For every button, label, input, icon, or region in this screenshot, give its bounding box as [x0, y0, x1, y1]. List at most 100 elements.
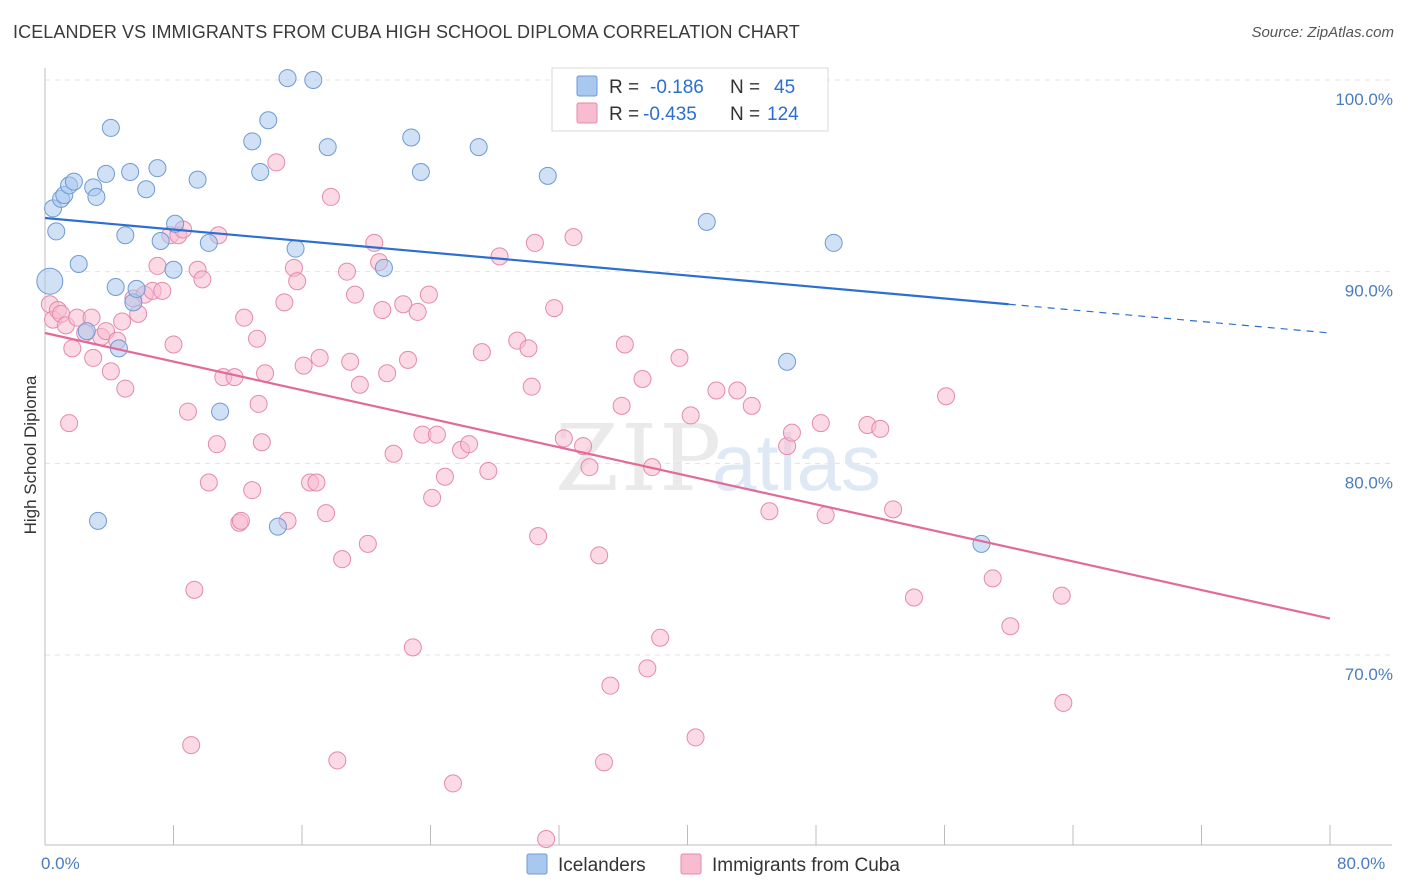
point-icelanders [286, 239, 305, 258]
point-cuba [113, 312, 132, 331]
point-cuba [358, 534, 377, 553]
point-cuba [443, 774, 462, 793]
watermark-zip: ZIP [555, 405, 723, 512]
point-cuba [310, 348, 329, 367]
y-tick-labels: 100.0% 90.0% 80.0% 70.0% [1335, 90, 1393, 684]
legend-n-label-icelanders: N = [730, 77, 760, 98]
stats-legend: R = -0.186 N = 45 R = -0.435 N = 124 [551, 67, 829, 132]
point-cuba [101, 362, 120, 381]
point-cuba [346, 285, 365, 304]
point-cuba [63, 339, 82, 358]
point-cuba [394, 295, 413, 314]
point-cuba [60, 414, 79, 433]
point-cuba [185, 580, 204, 599]
point-cuba [529, 527, 548, 546]
point-icelanders [151, 232, 170, 250]
point-cuba [522, 377, 541, 396]
point-cuba [811, 414, 830, 433]
point-cuba [545, 299, 564, 318]
point-icelanders [127, 279, 146, 298]
point-cuba [937, 387, 956, 406]
point-icelanders [199, 233, 218, 252]
point-icelanders [268, 517, 287, 536]
point-icelanders [89, 511, 108, 530]
point-icelanders [148, 159, 167, 178]
point-icelanders [121, 163, 140, 181]
point-cuba [252, 433, 271, 452]
point-icelanders [538, 166, 557, 185]
point-icelanders [402, 128, 421, 147]
point-cuba [419, 285, 438, 304]
series-legend: Icelanders Immigrants from Cuba [526, 853, 900, 876]
point-cuba [590, 546, 609, 565]
point-cuba [193, 270, 212, 289]
point-cuba [651, 628, 670, 647]
point-cuba [337, 262, 356, 281]
x-tick-label-max: 80.0% [1337, 854, 1385, 873]
point-cuba [249, 394, 268, 413]
point-cuba [182, 736, 201, 755]
bottom-legend-swatch-cuba [680, 853, 702, 875]
point-icelanders [972, 534, 991, 553]
point-icelanders [259, 111, 278, 130]
point-cuba [615, 335, 634, 354]
point-icelanders [106, 278, 125, 296]
point-icelanders [469, 138, 488, 157]
point-cuba [983, 569, 1002, 588]
point-cuba [275, 293, 294, 312]
point-icelanders [251, 163, 270, 181]
point-cuba [686, 728, 705, 747]
watermark: ZIP atlas [555, 405, 881, 512]
point-icelanders [47, 222, 66, 241]
point-cuba [472, 343, 491, 362]
point-icelanders [697, 212, 716, 231]
point-cuba [554, 429, 573, 448]
point-icelanders [116, 226, 135, 245]
point-cuba [638, 659, 657, 678]
point-cuba [267, 153, 286, 172]
point-cuba [373, 301, 392, 319]
legend-n-label-cuba: N = [730, 104, 760, 125]
point-cuba [871, 419, 890, 438]
y-tick-label: 70.0% [1345, 665, 1393, 684]
point-cuba [1054, 693, 1073, 712]
x-tick-label-min: 0.0% [41, 854, 80, 873]
point-cuba [153, 281, 172, 300]
point-cuba [248, 329, 267, 348]
point-cuba [235, 308, 254, 327]
point-icelanders [211, 402, 230, 421]
point-cuba [333, 550, 352, 569]
point-cuba [1052, 586, 1071, 605]
point-cuba [782, 423, 801, 442]
point-cuba [350, 375, 369, 394]
point-cuba [427, 425, 446, 444]
point-cuba [341, 352, 360, 371]
gridlines [45, 79, 1392, 656]
legend-r-value-cuba: -0.435 [643, 104, 697, 125]
point-cuba [1001, 617, 1020, 636]
trend-lines [44, 216, 1331, 620]
bottom-legend-label-cuba: Immigrants from Cuba [712, 855, 900, 876]
legend-r-label-icelanders: R = [609, 77, 639, 98]
point-cuba [423, 488, 442, 507]
point-icelanders [87, 187, 106, 206]
legend-swatch-cuba [576, 102, 598, 124]
point-cuba [601, 676, 620, 695]
point-cuba [116, 379, 135, 398]
point-cuba [164, 335, 183, 354]
point-icelanders [318, 138, 337, 157]
point-cuba [681, 406, 700, 425]
point-cuba [728, 381, 747, 400]
point-cuba [816, 506, 835, 525]
point-icelanders [374, 258, 393, 277]
point-icelanders [411, 163, 430, 181]
point-cuba [207, 435, 226, 454]
point-cuba [670, 348, 689, 367]
point-cuba [321, 187, 340, 206]
point-cuba [408, 302, 427, 321]
point-cuba [884, 500, 903, 519]
point-icelanders [824, 233, 843, 252]
point-icelanders [278, 69, 297, 88]
point-icelanders [188, 170, 207, 189]
point-icelanders [137, 180, 156, 199]
